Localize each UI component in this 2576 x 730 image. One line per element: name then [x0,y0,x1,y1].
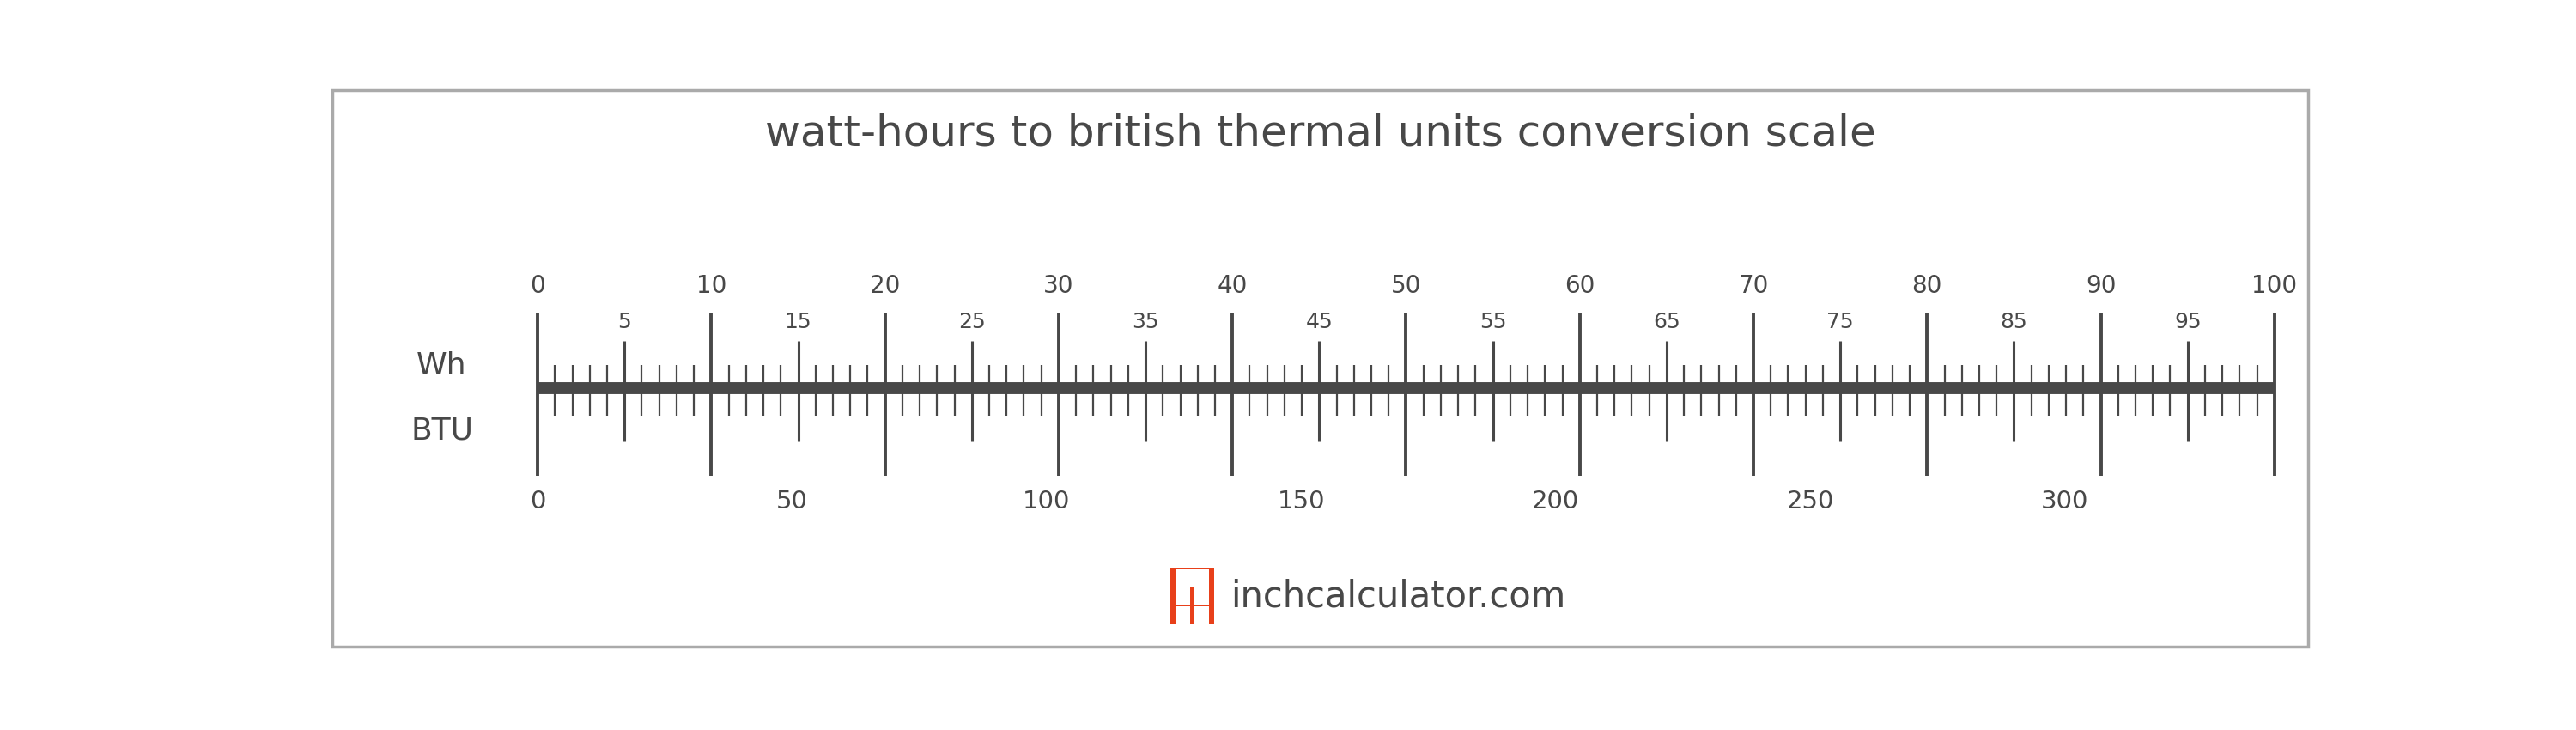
Text: 100: 100 [2251,274,2298,299]
Text: 65: 65 [1654,312,1680,332]
Text: 200: 200 [1533,490,1579,513]
Bar [1175,588,1190,605]
Text: 5: 5 [618,312,631,332]
Text: 15: 15 [786,312,811,332]
Text: 250: 250 [1785,490,1834,513]
Text: 0: 0 [531,490,546,513]
Text: 50: 50 [1391,274,1422,299]
Text: 75: 75 [1826,312,1855,332]
Text: 60: 60 [1564,274,1595,299]
Text: 25: 25 [958,312,987,332]
Bar [1195,588,1208,605]
Bar [1175,569,1208,587]
Text: 10: 10 [696,274,726,299]
Bar [1170,568,1213,625]
Text: 300: 300 [2040,490,2089,513]
Text: 35: 35 [1131,312,1159,332]
Text: 0: 0 [531,274,546,299]
Text: 150: 150 [1278,490,1324,513]
Bar [1195,606,1208,623]
Text: 85: 85 [2002,312,2027,332]
Text: BTU: BTU [410,416,474,445]
Text: 70: 70 [1739,274,1770,299]
Bar [1175,606,1190,623]
Text: inchcalculator.com: inchcalculator.com [1231,578,1566,615]
Text: 95: 95 [2174,312,2202,332]
Text: 50: 50 [775,490,809,513]
Text: 30: 30 [1043,274,1074,299]
Text: Wh: Wh [417,351,466,380]
Text: 90: 90 [2087,274,2115,299]
Text: 80: 80 [1911,274,1942,299]
Text: 55: 55 [1479,312,1507,332]
Text: 40: 40 [1218,274,1247,299]
Text: 45: 45 [1306,312,1332,332]
Text: 100: 100 [1023,490,1072,513]
Text: 20: 20 [871,274,899,299]
Text: watt-hours to british thermal units conversion scale: watt-hours to british thermal units conv… [765,113,1875,154]
